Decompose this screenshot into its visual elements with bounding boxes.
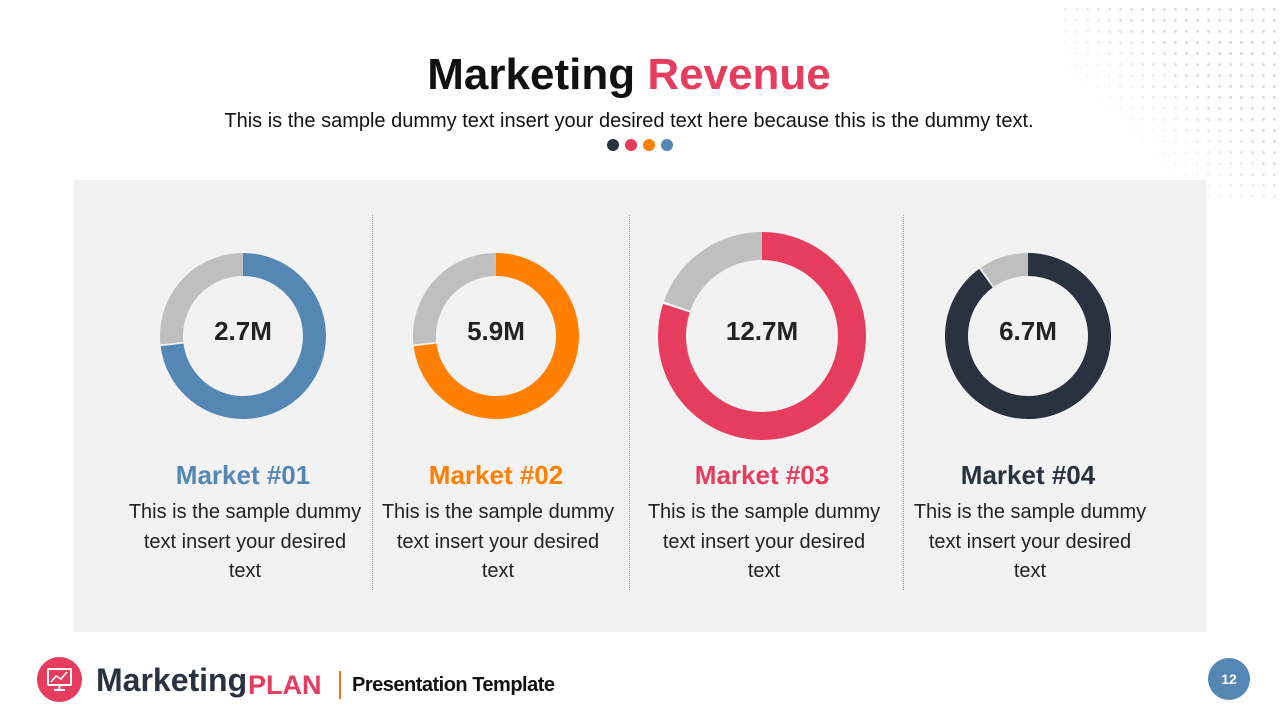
market-description: This is the sample dummy text insert you…	[128, 501, 362, 582]
dot-pattern-decoration	[1060, 0, 1280, 200]
page-subtitle: This is the sample dummy text insert you…	[224, 110, 1034, 132]
donut-remainder-arc	[663, 232, 763, 312]
donut-value-arc	[658, 232, 866, 440]
donut-value-label: 2.7M	[214, 316, 272, 346]
footer-separator	[339, 671, 341, 699]
donut-value-label: 5.9M	[467, 316, 525, 346]
divider	[629, 215, 630, 590]
page-title: Marketing Revenue	[0, 50, 1258, 100]
market-description: This is the sample dummy text insert you…	[647, 501, 881, 582]
donut-remainder-arc	[980, 253, 1029, 287]
monitor-chart-icon	[37, 657, 82, 702]
footer-tagline: Presentation Template	[352, 674, 555, 696]
color-dots	[607, 139, 673, 151]
footer-brand-plan: PLAN	[248, 670, 322, 700]
donut-remainder-arc	[160, 253, 244, 345]
footer-brand: Marketing	[96, 662, 248, 698]
donut-value-arc	[413, 253, 579, 419]
page-number: 12	[1208, 658, 1250, 700]
color-dot	[607, 139, 619, 151]
market-description: This is the sample dummy text insert you…	[381, 501, 615, 582]
color-dot	[625, 139, 637, 151]
market-name: Market #03	[694, 460, 830, 490]
title-part1: Marketing	[427, 50, 636, 99]
color-dot	[661, 139, 673, 151]
divider	[903, 215, 904, 590]
market-description: This is the sample dummy text insert you…	[913, 501, 1147, 582]
donut-value-arc	[945, 253, 1111, 419]
market-name: Market #01	[175, 460, 311, 490]
title-part2: Revenue	[647, 50, 831, 99]
donut-value-label: 12.7M	[725, 316, 799, 346]
donut-remainder-arc	[413, 253, 497, 345]
market-name: Market #04	[960, 460, 1096, 490]
donut-value-arc	[160, 253, 326, 419]
market-name: Market #02	[428, 460, 564, 490]
color-dot	[643, 139, 655, 151]
divider	[372, 215, 373, 590]
donut-value-label: 6.7M	[999, 316, 1057, 346]
